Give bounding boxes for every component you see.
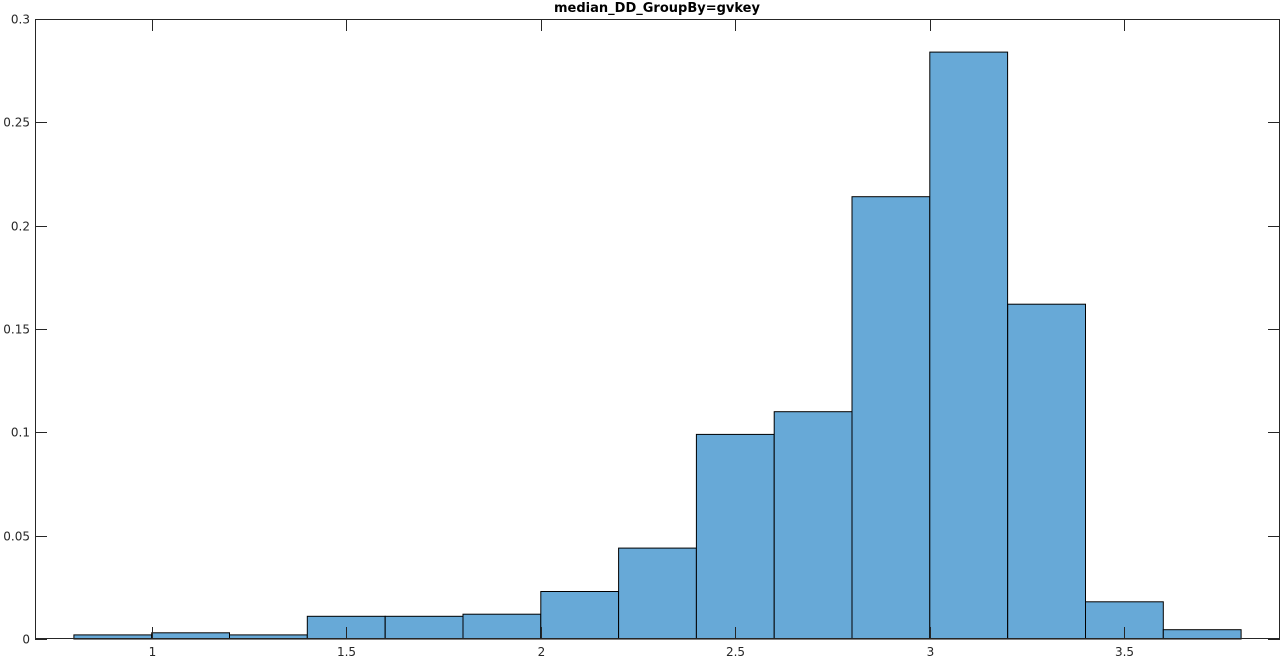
x-tick-label-2: 1.5 (337, 645, 356, 658)
x-tick-label-1: 1 (149, 645, 157, 658)
y-tick-label-7: 0.3 (11, 13, 30, 27)
y-tick-label-3: 0.1 (11, 426, 30, 440)
y-tick-label-5: 0.2 (11, 220, 30, 234)
histogram-bar-10 (773, 411, 853, 640)
histogram-bar-9 (695, 433, 775, 640)
y-tick-label-4: 0.15 (3, 323, 30, 337)
x-tick-label-6: 3.5 (1115, 645, 1134, 658)
axes-group: 1 1.5 2 2.5 3 3.5 0 0.05 0.1 0.15 0.2 0.25 0.3 (3, 13, 1280, 658)
histogram-bar-7 (540, 591, 620, 640)
bars-group (73, 51, 1242, 640)
y-tick-label-2: 0.05 (3, 530, 30, 544)
x-tick-label-3: 2 (538, 645, 546, 658)
histogram-bar-15 (1162, 629, 1242, 640)
x-tick-label-4: 2.5 (726, 645, 745, 658)
histogram-bar-11 (851, 196, 931, 640)
histogram-bar-5 (384, 615, 464, 640)
histogram-bar-6 (462, 613, 542, 640)
histogram-bar-12 (929, 51, 1009, 640)
histogram-bar-8 (618, 547, 697, 640)
histogram-bar-13 (1007, 303, 1087, 640)
chart-title: median_DD_GroupBy=gvkey (554, 1, 760, 16)
y-tick-label-6: 0.25 (3, 116, 30, 130)
x-tick-label-5: 3 (927, 645, 935, 658)
y-tick-label-1: 0 (22, 633, 30, 647)
plot-frame (35, 19, 1280, 639)
